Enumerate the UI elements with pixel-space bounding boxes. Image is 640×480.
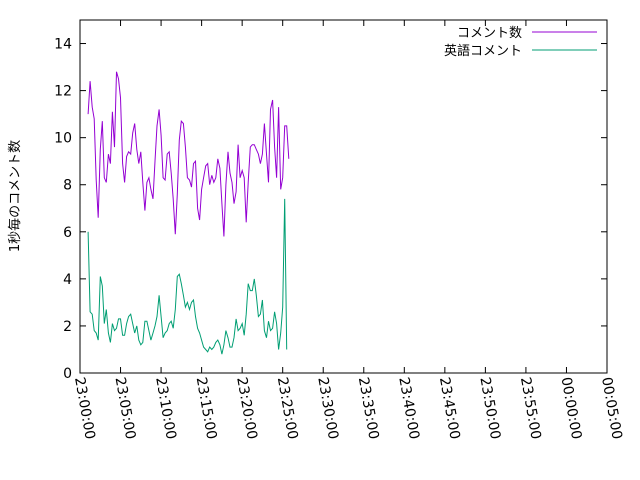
y-tick-label: 12 xyxy=(54,84,72,100)
y-axis: 0 2 4 6 8 10 12 14 xyxy=(54,37,607,382)
x-tick-label: 00:05:00 xyxy=(598,376,625,441)
y-tick-label: 8 xyxy=(63,178,72,194)
y-tick-label: 2 xyxy=(63,319,72,335)
y-axis-title: 1秒毎のコメント数 xyxy=(7,140,23,252)
x-tick-label: 23:45:00 xyxy=(436,376,463,441)
plot-frame xyxy=(79,19,608,374)
y-tick-label: 6 xyxy=(63,225,72,241)
x-tick-label: 23:15:00 xyxy=(193,376,220,441)
series-lines xyxy=(87,71,290,355)
x-tick-label: 23:40:00 xyxy=(395,376,422,441)
legend-label-1: コメント数 xyxy=(457,26,522,41)
x-tick-label: 23:20:00 xyxy=(233,376,260,441)
x-tick-label: 23:35:00 xyxy=(355,376,382,441)
x-tick-label: 00:00:00 xyxy=(558,376,585,441)
x-tick-label: 23:55:00 xyxy=(517,376,544,441)
legend-label-2: 英語コメント xyxy=(444,43,522,59)
y-tick-label: 14 xyxy=(54,37,72,53)
x-tick-label: 23:10:00 xyxy=(152,376,179,441)
series-line-2 xyxy=(87,198,288,355)
series-line-1 xyxy=(87,71,290,237)
y-tick-label: 10 xyxy=(54,131,72,147)
x-axis: 23:00:00 23:05:00 23:10:00 23:15:00 23:20:00… xyxy=(71,20,625,441)
y-tick-label: 4 xyxy=(63,272,72,288)
x-tick-label: 23:25:00 xyxy=(274,376,301,441)
x-tick-label: 23:00:00 xyxy=(71,376,98,441)
x-tick-label: 23:30:00 xyxy=(314,376,341,441)
x-tick-label: 23:05:00 xyxy=(112,376,139,441)
x-tick-label: 23:50:00 xyxy=(476,376,503,441)
y-tick-label: 0 xyxy=(63,366,72,382)
